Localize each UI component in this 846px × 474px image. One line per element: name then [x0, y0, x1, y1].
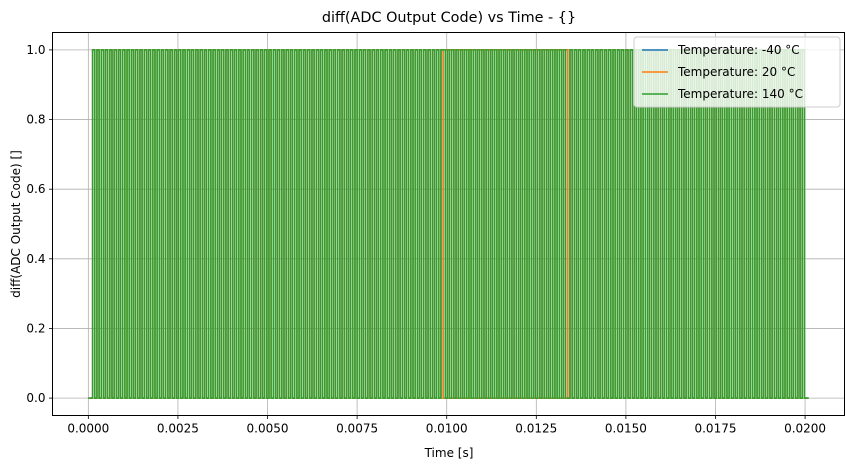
x-axis: 0.0000 0.0025 0.0050 0.0075 0.0100 0.0125 0.01…: [67, 415, 826, 436]
x-tick-label-7: 0.0175: [694, 422, 736, 436]
chart-title: diff(ADC Output Code) vs Time - {}: [322, 10, 576, 26]
legend-label-0: Temperature: -40 °C: [677, 43, 800, 57]
x-axis-label: Time [s]: [424, 446, 474, 460]
x-tick-label-6: 0.0150: [605, 422, 647, 436]
x-tick-label-1: 0.0025: [157, 422, 199, 436]
legend-box: [633, 36, 841, 108]
x-tick-label-3: 0.0075: [336, 422, 378, 436]
x-tick-label-0: 0.0000: [67, 422, 109, 436]
y-tick-label-0: 0.0: [26, 391, 45, 405]
x-tick-label-4: 0.0100: [426, 422, 468, 436]
y-tick-label-1: 0.2: [26, 321, 45, 335]
y-tick-label-4: 0.8: [26, 113, 45, 127]
y-tick-label-3: 0.6: [26, 182, 45, 196]
y-axis: 0.0 0.2 0.4 0.6 0.8 1.0: [26, 43, 53, 405]
y-tick-label-2: 0.4: [26, 252, 45, 266]
y-tick-label-5: 1.0: [26, 43, 45, 57]
legend-label-1: Temperature: 20 °C: [677, 65, 795, 79]
y-axis-label: diff(ADC Output Code) []: [9, 150, 23, 298]
legend-label-2: Temperature: 140 °C: [677, 87, 803, 101]
x-tick-label-8: 0.0200: [784, 422, 826, 436]
x-tick-label-2: 0.0050: [247, 422, 289, 436]
axes-frame: [52, 32, 845, 416]
legend: Temperature: -40 °C Temperature: 20 °C Tem…: [633, 36, 841, 108]
x-tick-label-5: 0.0125: [515, 422, 557, 436]
